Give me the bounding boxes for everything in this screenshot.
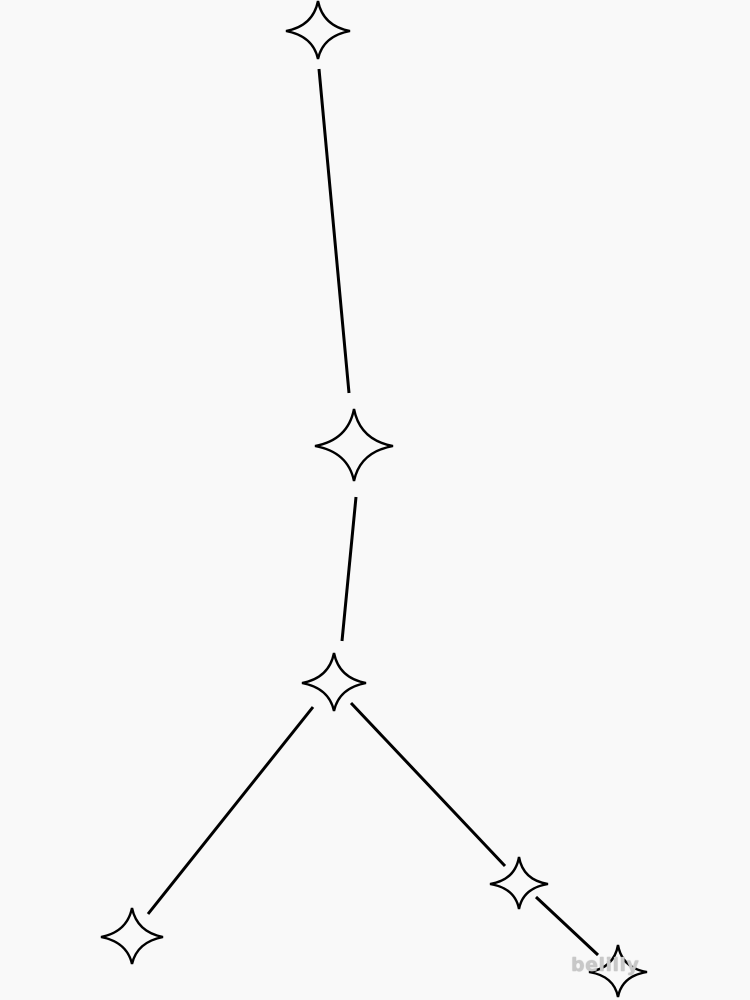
link-top-to-upper xyxy=(317,68,351,394)
star-icon xyxy=(100,907,164,965)
artist-watermark: belilly xyxy=(571,954,640,976)
star-icon xyxy=(489,856,549,910)
link-middle-to-right xyxy=(349,701,507,868)
link-right-to-bottom-right xyxy=(534,895,600,957)
star-icon xyxy=(314,408,394,482)
star-icon xyxy=(588,944,648,998)
link-upper-to-middle xyxy=(340,496,358,642)
star-icon xyxy=(285,0,351,60)
star-icon xyxy=(301,652,367,712)
link-middle-to-left xyxy=(146,706,315,915)
